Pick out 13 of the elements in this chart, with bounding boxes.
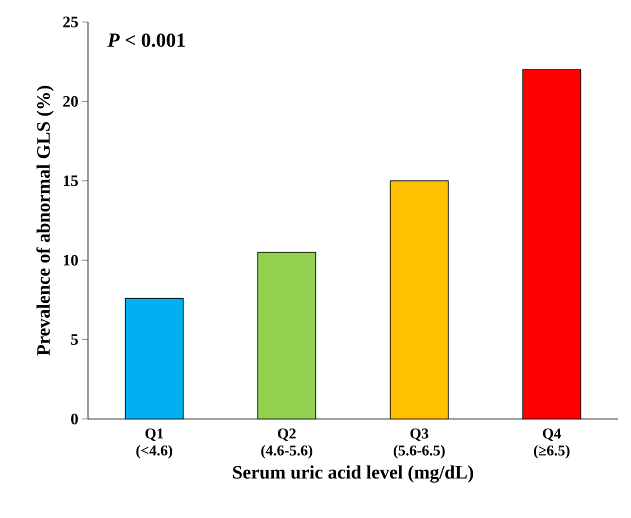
x-tick-label: Q2 (4.6-5.6) (261, 428, 312, 459)
y-tick-label: 20 (63, 96, 78, 107)
annotation: P < 0.001 (107, 33, 185, 47)
x-axis-title: Serum uric acid level (mg/dL) (233, 465, 474, 483)
y-tick-label: 0 (71, 414, 78, 424)
y-tick-label: 5 (71, 334, 78, 345)
y-tick-label: 15 (64, 175, 78, 186)
y-tick-label: 10 (64, 254, 78, 266)
x-tick-label: Q3 (5.6-6.5) (394, 428, 445, 459)
x-tick-label: Q4 (≥6.5) (534, 428, 570, 459)
y-tick-label: 25 (63, 16, 78, 28)
x-tick-label: Q1 (<4.6) (136, 428, 172, 459)
y-axis-title: Prevalence of abnormal GLS (%) (36, 86, 54, 356)
